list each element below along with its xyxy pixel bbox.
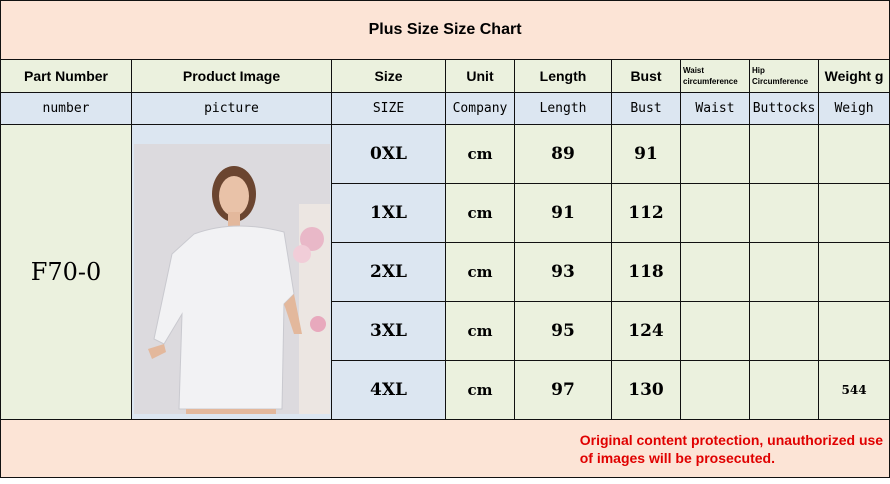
length-cell: 95: [514, 301, 612, 361]
size-cell: 4XL: [331, 360, 446, 420]
header-size: Size: [331, 59, 446, 93]
size-cell: 0XL: [331, 124, 446, 184]
waist-cell: [680, 360, 750, 420]
bust-cell: 91: [611, 124, 681, 184]
chart-title: Plus Size Size Chart: [0, 0, 890, 60]
subheader-buttocks: Buttocks: [749, 92, 819, 125]
waist-cell: [680, 301, 750, 361]
hip-cell: [749, 360, 819, 420]
hip-cell: [749, 242, 819, 302]
unit-cell: cm: [445, 301, 515, 361]
part-number: F70-0: [0, 124, 132, 420]
hip-cell: [749, 124, 819, 184]
subheader-length: Length: [514, 92, 612, 125]
table-row: 2XL cm 93 118: [1, 242, 890, 302]
header-product-image: Product Image: [131, 59, 332, 93]
waist-cell: [680, 124, 750, 184]
notice-line-1: Original content protection, unauthorize…: [579, 431, 884, 448]
size-cell: 1XL: [331, 183, 446, 243]
unit-cell: cm: [445, 124, 515, 184]
header-hip: Hip Circumference: [749, 59, 819, 93]
product-image: [131, 124, 332, 420]
unit-cell: cm: [445, 242, 515, 302]
subheader-waist: Waist: [680, 92, 750, 125]
weight-cell: [817, 124, 890, 184]
hip-cell: [749, 301, 819, 361]
table-row: 1XL cm 91 112: [1, 183, 890, 243]
notice-line-2: of images will be prosecuted.: [579, 449, 776, 466]
table-row: 3XL cm 95 124: [1, 301, 890, 361]
subheader-weigh: Weigh: [817, 92, 890, 125]
header-part-number: Part Number: [0, 59, 132, 93]
header-bust: Bust: [611, 59, 681, 93]
dress-photo: [133, 144, 330, 414]
subheader-picture: picture: [131, 92, 332, 125]
subheader-company: Company: [445, 92, 515, 125]
weight-cell: [817, 242, 890, 302]
bust-cell: 124: [611, 301, 681, 361]
subheader-number: number: [0, 92, 132, 125]
subheader-size: SIZE: [331, 92, 446, 125]
subheader-bust: Bust: [611, 92, 681, 125]
table-row: F70-0 0XL cm 89 91: [0, 124, 890, 420]
waist-cell: [680, 183, 750, 243]
weight-cell: [817, 301, 890, 361]
size-cell: 2XL: [331, 242, 446, 302]
unit-cell: cm: [445, 360, 515, 420]
bust-cell: 112: [611, 183, 681, 243]
waist-cell: [680, 242, 750, 302]
length-cell: 91: [514, 183, 612, 243]
weight-cell: [817, 183, 890, 243]
length-cell: 89: [514, 124, 612, 184]
unit-cell: cm: [445, 183, 515, 243]
table-row: 4XL cm 97 130 544: [1, 360, 890, 420]
header-weight: Weight g: [817, 59, 890, 93]
header-waist: Waist circumference: [680, 59, 750, 93]
length-cell: 97: [514, 360, 612, 420]
hip-cell: [749, 183, 819, 243]
size-cell: 3XL: [331, 301, 446, 361]
header-unit: Unit: [445, 59, 515, 93]
weight-cell: 544: [817, 360, 890, 420]
copyright-notice: Original content protection, unauthorize…: [0, 419, 890, 478]
bust-cell: 118: [611, 242, 681, 302]
bust-cell: 130: [611, 360, 681, 420]
header-length: Length: [514, 59, 612, 93]
length-cell: 93: [514, 242, 612, 302]
